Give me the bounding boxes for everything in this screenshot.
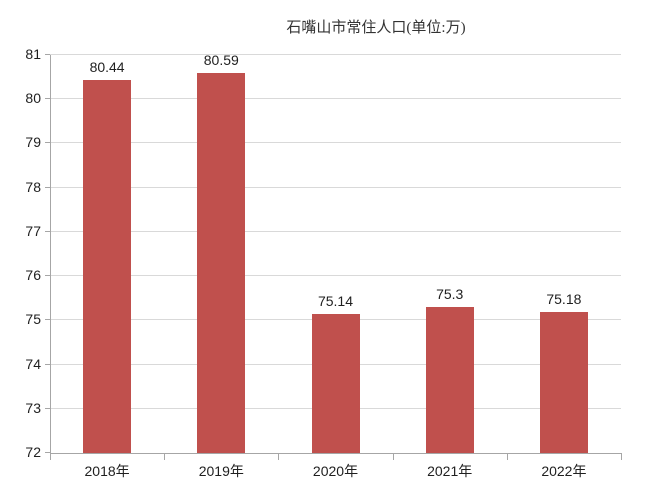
x-tick-label: 2022年 xyxy=(541,463,587,479)
bar-value-label: 75.3 xyxy=(436,286,464,303)
y-axis-tick xyxy=(45,452,50,453)
y-tick-label: 80 xyxy=(25,90,41,107)
x-axis-tick xyxy=(50,453,51,460)
y-axis-tick xyxy=(45,230,50,232)
y-tick-label: 81 xyxy=(25,46,41,62)
y-tick-label: 73 xyxy=(25,399,41,416)
bar xyxy=(311,314,360,453)
x-axis-tick xyxy=(621,453,622,460)
x-tick-label: 2021年 xyxy=(427,463,473,479)
y-axis-tick xyxy=(45,98,50,100)
y-axis-tick xyxy=(45,275,50,277)
gridline xyxy=(50,142,621,144)
y-tick-label: 74 xyxy=(25,355,41,372)
bar xyxy=(83,79,132,453)
x-tick-label: 2019年 xyxy=(198,463,244,479)
bar-value-label: 80.59 xyxy=(203,52,239,69)
y-tick-label: 75 xyxy=(25,311,41,328)
gridline xyxy=(50,275,621,277)
bar-value-label: 80.44 xyxy=(89,58,125,75)
x-axis-tick xyxy=(506,453,508,460)
y-axis-line xyxy=(50,55,51,454)
y-tick-label: 79 xyxy=(25,134,41,151)
bar xyxy=(425,307,474,453)
y-axis-tick xyxy=(45,54,50,55)
y-tick-label: 72 xyxy=(25,444,41,460)
bar-value-label: 75.18 xyxy=(546,291,582,308)
y-axis-tick xyxy=(45,142,50,144)
gridline xyxy=(50,98,621,100)
y-axis-tick xyxy=(45,186,50,188)
x-axis-tick xyxy=(392,453,394,460)
x-tick-label: 2020年 xyxy=(312,463,359,479)
bar-value-label: 75.14 xyxy=(317,293,354,310)
y-axis-tick xyxy=(45,319,50,321)
y-axis-tick xyxy=(45,407,50,409)
y-axis-tick xyxy=(45,363,50,365)
x-tick-label: 2018年 xyxy=(84,463,130,479)
y-tick-label: 78 xyxy=(25,178,41,195)
y-tick-label: 77 xyxy=(25,222,41,239)
y-tick-label: 76 xyxy=(25,267,41,284)
bar xyxy=(197,73,246,453)
gridline xyxy=(50,230,621,232)
chart-title: 石嘴山市常住人口(单位:万) xyxy=(286,20,466,36)
x-axis-tick xyxy=(278,453,280,460)
gridline xyxy=(50,186,621,188)
gridline xyxy=(50,54,621,55)
x-axis-line xyxy=(50,453,622,454)
bar xyxy=(539,312,588,453)
x-axis-tick xyxy=(164,453,166,460)
